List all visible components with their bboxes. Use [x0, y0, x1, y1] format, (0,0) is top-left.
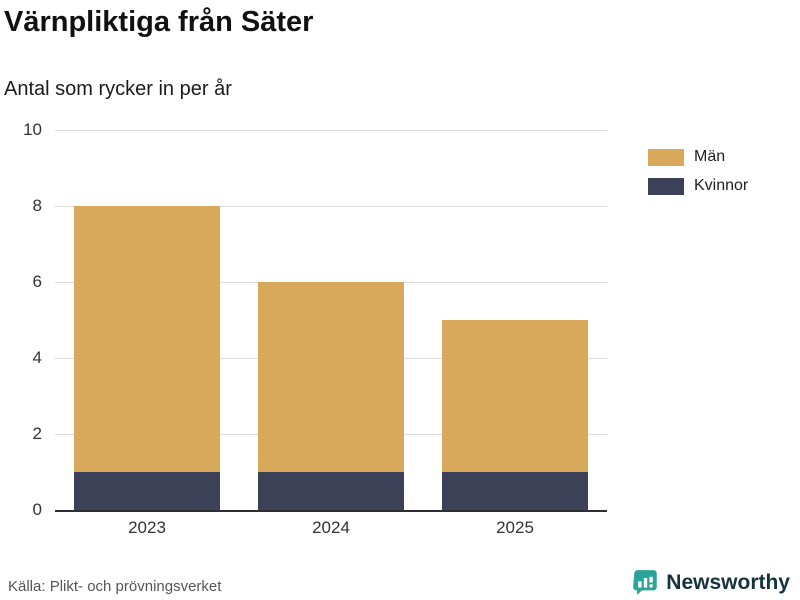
bar-2023-kvinnor [74, 472, 220, 510]
bar-2023-män [74, 206, 220, 472]
chart-title: Värnpliktiga från Säter [4, 6, 314, 38]
brand-footer: Newsworthy [632, 569, 790, 596]
bar-2025-män [442, 320, 588, 472]
y-tick-label-8: 8 [32, 196, 42, 215]
x-tick-label-2025: 2025 [496, 518, 534, 537]
y-tick-label-10: 10 [23, 120, 42, 139]
x-tick-label-2024: 2024 [312, 518, 350, 537]
legend: Män Kvinnor [648, 148, 748, 206]
legend-item-kvinnor: Kvinnor [648, 177, 748, 195]
source-text: Källa: Plikt- och prövningsverket [8, 578, 222, 595]
plot-area [55, 130, 607, 512]
x-tick-label-2023: 2023 [128, 518, 166, 537]
gridline-8 [55, 206, 607, 207]
legend-item-man: Män [648, 148, 748, 166]
legend-label-kvinnor: Kvinnor [694, 177, 749, 194]
bar-2025-kvinnor [442, 472, 588, 510]
y-tick-label-0: 0 [32, 500, 42, 519]
bar-2024-kvinnor [258, 472, 404, 510]
y-tick-label-6: 6 [32, 272, 42, 291]
brand-name: Newsworthy [666, 570, 790, 594]
bar-2024-män [258, 282, 404, 472]
legend-swatch-man [648, 148, 684, 166]
bar-chart-badge-icon [632, 569, 659, 596]
y-tick-label-2: 2 [32, 424, 42, 443]
y-tick-label-4: 4 [32, 348, 42, 367]
legend-label-man: Män [694, 148, 726, 165]
chart-subtitle: Antal som rycker in per år [4, 78, 232, 100]
legend-swatch-kvinnor [648, 177, 684, 195]
gridline-10 [55, 130, 607, 131]
